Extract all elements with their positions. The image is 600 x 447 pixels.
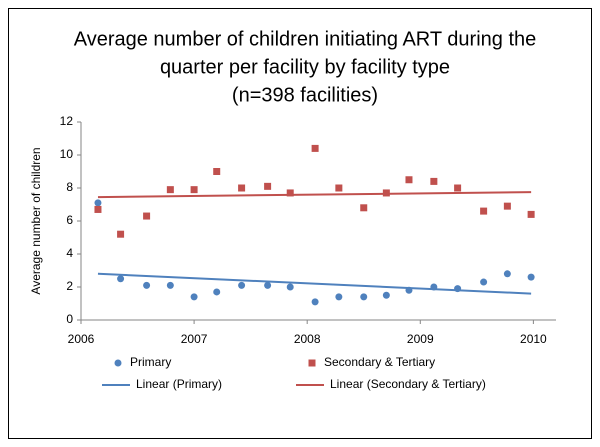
x-tick-label: 2006 bbox=[68, 332, 95, 346]
point bbox=[405, 176, 413, 184]
point bbox=[311, 144, 319, 152]
point bbox=[213, 168, 221, 175]
point bbox=[117, 275, 125, 283]
point bbox=[311, 298, 319, 306]
point bbox=[527, 273, 535, 281]
point bbox=[143, 281, 151, 289]
y-axis-label: Average number of children bbox=[29, 147, 43, 294]
x-tick-label: 2009 bbox=[407, 332, 434, 346]
point bbox=[143, 212, 151, 220]
point bbox=[117, 230, 125, 238]
point bbox=[527, 210, 535, 218]
y-tick-label: 12 bbox=[60, 114, 74, 128]
point bbox=[286, 283, 294, 291]
legend-label: Primary bbox=[130, 355, 171, 369]
trend-line bbox=[97, 272, 532, 295]
point bbox=[503, 202, 511, 210]
legend-label: Linear (Primary) bbox=[136, 377, 222, 391]
y-tick-label: 0 bbox=[66, 312, 73, 326]
point bbox=[213, 288, 221, 296]
point bbox=[454, 184, 462, 192]
point bbox=[286, 189, 294, 197]
y-tick-label: 4 bbox=[66, 246, 73, 260]
point bbox=[360, 204, 368, 212]
point bbox=[430, 177, 438, 185]
point bbox=[335, 184, 343, 192]
point bbox=[190, 186, 198, 194]
y-tick-label: 10 bbox=[60, 147, 74, 161]
point bbox=[335, 293, 343, 301]
point bbox=[360, 293, 368, 301]
point bbox=[503, 270, 511, 278]
point bbox=[264, 281, 272, 289]
point bbox=[480, 207, 488, 215]
point bbox=[166, 281, 174, 289]
x-tick-label: 2007 bbox=[181, 332, 208, 346]
y-tick-label: 6 bbox=[66, 213, 73, 227]
trend-line bbox=[97, 191, 532, 199]
point bbox=[94, 205, 102, 213]
point bbox=[94, 199, 102, 207]
y-tick-label: 8 bbox=[66, 180, 73, 194]
y-tick-label: 2 bbox=[66, 279, 73, 293]
chart-border bbox=[8, 8, 592, 439]
legend-marker bbox=[308, 359, 316, 367]
point bbox=[190, 293, 198, 301]
legend-label: Secondary & Tertiary bbox=[324, 355, 435, 369]
point bbox=[382, 291, 390, 299]
x-tick-label: 2010 bbox=[520, 332, 547, 346]
point bbox=[238, 184, 246, 192]
chart-title: Average number of children initiating AR… bbox=[74, 28, 537, 50]
point bbox=[480, 278, 488, 286]
point bbox=[264, 182, 272, 190]
chart-title: (n=398 facilities) bbox=[232, 84, 378, 106]
x-tick-label: 2008 bbox=[294, 332, 321, 346]
chart-title: quarter per facility by facility type bbox=[160, 56, 450, 78]
point bbox=[166, 186, 174, 194]
legend-label: Linear (Secondary & Tertiary) bbox=[330, 377, 486, 391]
point bbox=[238, 281, 246, 289]
legend-marker bbox=[114, 359, 122, 367]
